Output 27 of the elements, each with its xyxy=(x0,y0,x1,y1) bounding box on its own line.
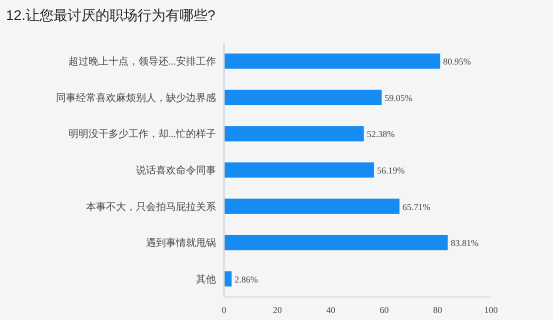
bar xyxy=(224,234,448,250)
text: 12.让您最讨厌的职场行为有哪些? xyxy=(6,7,216,23)
data-label: 65.71% xyxy=(402,202,431,212)
y-tick-label: 遇到事情就甩锅 xyxy=(146,237,216,250)
data-label: 80.95% xyxy=(443,56,472,67)
x-tick-label: 80 xyxy=(433,305,443,315)
data-label: 56.19% xyxy=(377,166,406,176)
y-tick-label: 说话喜欢命令同事 xyxy=(136,164,216,176)
y-tick-label: 同事经常喜欢麻烦别人，缺少边界感 xyxy=(56,92,216,104)
data-label: 59.05% xyxy=(384,92,413,103)
x-tick-label: 60 xyxy=(380,305,390,315)
bar xyxy=(224,126,364,142)
data-label: 83.81% xyxy=(450,238,480,248)
x-tick-label: 0 xyxy=(222,305,227,315)
y-tick-label: 其他 xyxy=(196,273,216,286)
x-tick-label: 100 xyxy=(484,305,498,315)
x-tick-label: 20 xyxy=(272,305,282,315)
y-tick-label: 超过晚上十点，领导还...安排工作 xyxy=(68,56,216,68)
bar xyxy=(224,162,374,178)
y-tick-label: 本事不大，只会拍马屁拉关系 xyxy=(86,200,216,213)
y-tick-label: 明明没干多少工作，却...忙的样子 xyxy=(68,128,216,140)
bar xyxy=(224,54,440,69)
data-label: 52.38% xyxy=(366,129,396,140)
bar xyxy=(224,90,382,106)
bar xyxy=(224,198,400,214)
x-tick-label: 40 xyxy=(326,305,336,315)
data-label: 2.86% xyxy=(234,274,258,284)
